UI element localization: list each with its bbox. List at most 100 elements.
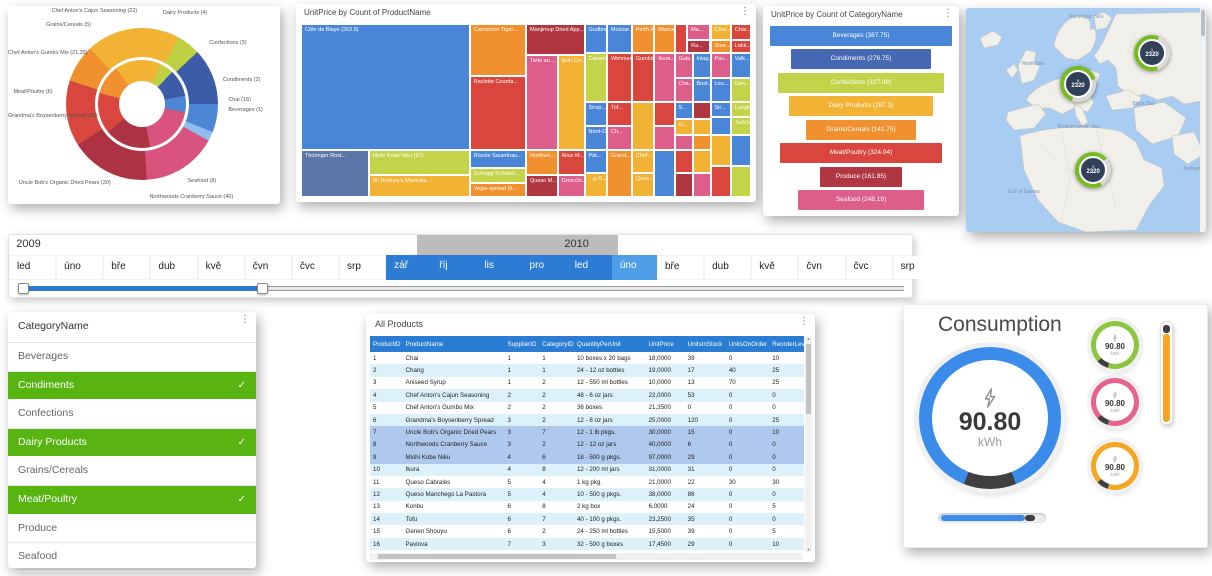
timeline-month[interactable]: zář: [386, 255, 432, 280]
treemap-cell[interactable]: Gnocchi...: [557, 174, 585, 197]
table-row[interactable]: 3 Aniseed Syrup 1 2 12 - 550 ml bottles 10,00…: [370, 376, 804, 390]
timeline-month[interactable]: čvn: [799, 256, 845, 279]
category-item-seafood[interactable]: Seafood: [8, 543, 256, 572]
treemap-cell[interactable]: Nord-O...: [584, 126, 607, 151]
funnel-bar[interactable]: Dairy Products (287.3): [788, 96, 934, 117]
treemap-cell[interactable]: Queso M...: [526, 174, 558, 197]
treemap-cell[interactable]: Mishi Kobe Niku (97): [368, 150, 470, 175]
table-row[interactable]: 12 Queso Manchego La Pastora 5 4 10 - 500 g …: [370, 488, 804, 501]
map-panel[interactable]: Norwegian Sea North Sea Black Sea Mediterra…: [966, 8, 1206, 232]
timeline-month[interactable]: led: [10, 256, 56, 279]
treemap-cell[interactable]: [674, 150, 693, 173]
table-vertical-scrollbar[interactable]: ▲ ▼: [805, 336, 812, 552]
treemap-cell[interactable]: [730, 134, 751, 166]
treemap-cell[interactable]: Gula...: [674, 53, 693, 78]
treemap-cell[interactable]: Pav...: [710, 53, 731, 78]
table-row[interactable]: 13 Konbu 6 8 2 kg box 6,0000 24 0 5: [370, 500, 804, 514]
treemap-cell[interactable]: [654, 150, 675, 197]
category-item-produce[interactable]: Produce: [8, 515, 256, 544]
treemap-cell[interactable]: Longlife...: [730, 101, 751, 118]
treemap-cell[interactable]: [692, 134, 711, 151]
timeline-month[interactable]: čvc: [292, 256, 338, 279]
treemap-cell[interactable]: ...g-O...: [584, 172, 607, 197]
treemap-cell[interactable]: Ch...: [607, 126, 632, 151]
timeline-month[interactable]: úno: [57, 256, 103, 279]
timeline-month[interactable]: říj: [431, 255, 477, 280]
treemap-cell[interactable]: [692, 172, 711, 197]
column-header-unitsonorder[interactable]: UnitsOnOrder: [728, 340, 768, 348]
treemap-cell[interactable]: Jack's N...: [730, 117, 751, 135]
funnel-bar[interactable]: Produce (161.85): [819, 166, 903, 187]
kebab-menu-icon[interactable]: ⋮: [740, 6, 750, 17]
table-row[interactable]: 11 Queso Cabrales 5 4 1 kg pkg. 21,0000 22 30 30: [370, 475, 804, 489]
treemap-cell[interactable]: Chef...: [631, 150, 655, 173]
treemap-cell[interactable]: Pât...: [584, 150, 607, 173]
table-row[interactable]: 2 Chang 1 1 24 - 12 oz bottles 19,0000 17 40 25: [370, 364, 804, 377]
treemap-cell[interactable]: Schoggi Schokol...: [469, 167, 526, 184]
funnel-bar[interactable]: Confections (327.08): [778, 72, 944, 93]
treemap-cell[interactable]: Sir...: [710, 101, 731, 118]
table-row[interactable]: 15 Genen Shouyu 6 2 24 - 250 ml bottles 15,50…: [370, 525, 804, 538]
table-row[interactable]: 8 Northwoods Cranberry Sauce 3 2 12 - 12 oz …: [370, 438, 804, 452]
treemap-cell[interactable]: [730, 165, 751, 197]
treemap-cell[interactable]: Camemb...: [584, 53, 607, 102]
treemap-cell[interactable]: Inlag...: [692, 53, 711, 78]
horizontal-progress-handle[interactable]: [1025, 515, 1036, 521]
treemap-cell[interactable]: Lakk...: [730, 39, 751, 54]
timeline-month[interactable]: bře: [104, 256, 150, 279]
treemap-cell[interactable]: Valk...: [730, 53, 751, 78]
table-row[interactable]: 7 Uncle Bob's Organic Dried Pears 3 7 12 - 1…: [370, 426, 804, 439]
column-header-unitsinstock[interactable]: UnitsInStock: [687, 340, 723, 348]
treemap-cell[interactable]: Ra...: [687, 39, 711, 54]
treemap-cell[interactable]: Gudbran...: [584, 24, 607, 54]
treemap-cell[interactable]: Alice M...: [557, 150, 585, 175]
treemap-cell[interactable]: Stee...: [710, 39, 731, 54]
column-header-supplierid[interactable]: SupplierID: [507, 340, 537, 348]
treemap-cell[interactable]: Mascar...: [654, 24, 675, 54]
table-horizontal-scrollbar[interactable]: [370, 553, 803, 560]
treemap-cell[interactable]: [692, 119, 711, 135]
kebab-menu-icon[interactable]: ⋮: [240, 314, 250, 325]
treemap-cell[interactable]: Chai...: [710, 24, 731, 40]
treemap-cell[interactable]: Mozzar...: [607, 24, 632, 54]
map-cluster-marker[interactable]: 8 2320: [1060, 66, 1097, 103]
timeline-month[interactable]: led: [566, 255, 612, 280]
treemap-cell[interactable]: [710, 117, 731, 135]
treemap-cell[interactable]: Northwo...: [526, 150, 558, 175]
column-header-productid[interactable]: ProductID: [373, 340, 401, 348]
treemap-cell[interactable]: Lou...: [710, 77, 731, 102]
timeline-month[interactable]: úno: [611, 255, 657, 280]
treemap-cell[interactable]: [654, 126, 675, 151]
column-header-quantityperunit[interactable]: QuantityPerUnit: [576, 340, 621, 348]
timeline-month[interactable]: čvc: [846, 256, 892, 279]
timeline-month[interactable]: dub: [705, 256, 751, 279]
treemap-cell[interactable]: [710, 165, 731, 197]
treemap-cell[interactable]: Ques...: [631, 172, 655, 197]
table-row[interactable]: 10 Ikura 4 8 12 - 200 ml jars 31,0000 31 0 0: [370, 463, 804, 476]
horizontal-progress-bar[interactable]: [938, 513, 1046, 523]
treemap-cell[interactable]: Sirop...: [584, 101, 607, 127]
treemap-cell[interactable]: Raclette Courda...: [469, 75, 526, 151]
treemap-cell[interactable]: [710, 134, 731, 166]
timeline-month[interactable]: lis: [476, 255, 522, 280]
table-row[interactable]: 16 Pavlova 7 3 32 - 500 g boxes 17,4500 29 0 10: [370, 537, 804, 551]
timeline-selection-band[interactable]: [417, 235, 618, 255]
treemap-cell[interactable]: Ma...: [687, 24, 711, 40]
treemap-cell[interactable]: [674, 134, 693, 151]
treemap-cell[interactable]: Char...: [730, 24, 751, 40]
table-row[interactable]: 5 Chef Anton's Gumbo Mix 2 2 36 boxes 21,3500…: [370, 401, 804, 414]
category-item-condiments[interactable]: Condiments ✓: [8, 371, 256, 401]
treemap-cell[interactable]: Ikura...: [654, 53, 675, 102]
timeline-month[interactable]: pro: [521, 255, 567, 280]
timeline-slider-handle[interactable]: [257, 283, 269, 294]
category-item-dairy-products[interactable]: Dairy Products ✓: [8, 428, 256, 458]
treemap-cell[interactable]: Tarte au ...: [526, 55, 558, 151]
funnel-bar[interactable]: Meat/Poultry (324.04): [780, 143, 942, 164]
column-header-reorderlevel[interactable]: ReorderLevel: [772, 340, 804, 348]
treemap-cell[interactable]: Côte de Blaye (263.5): [301, 24, 470, 151]
treemap-cell[interactable]: [631, 101, 655, 151]
column-header-categoryid[interactable]: CategoryID: [542, 340, 574, 348]
treemap-cell[interactable]: [674, 24, 688, 54]
treemap-cell[interactable]: Sir Rodney's Marmala...: [368, 174, 470, 197]
treemap-cell[interactable]: Gen...: [730, 77, 751, 102]
